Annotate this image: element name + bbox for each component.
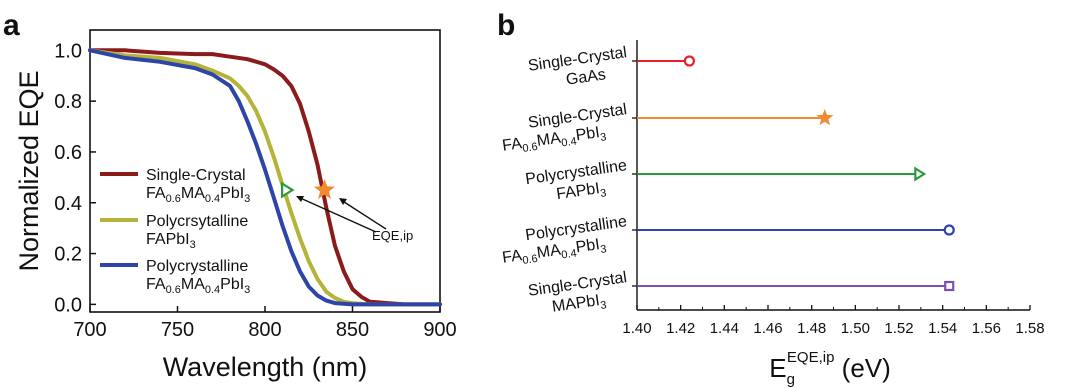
y-tick-label-a: 0.8 [54,91,82,113]
series-line-2 [88,48,442,307]
legend-label-1-line2: FA0.6MA0.4PbI3 [146,185,250,205]
panel-label-a: a [3,9,20,42]
x-tick-label-b: 1.44 [710,320,739,337]
annotation-arrow-star [340,199,387,230]
y-axis-label-a: Normalized EQE [14,70,44,271]
legend-label-2-line2: FAPbI3 [146,231,196,251]
bars-group-b [637,55,955,292]
y-tick-label-a: 0.6 [54,142,82,164]
eqe-ip-annotation: EQE,ip [296,196,413,243]
annotation-arrow-triangle [297,196,377,233]
y-tick-label-a: 0.0 [54,294,82,316]
category-label-line2: GaAs [565,66,607,88]
series-line-1 [88,48,442,307]
legend-label-3-line2: FA0.6MA0.4PbI3 [146,276,250,296]
annotation-text: EQE,ip [372,228,413,243]
marker-star-a [314,179,335,199]
x-tick-label-b: 1.52 [884,320,913,337]
bar-marker-2 [816,109,834,126]
legend-label-3-line1: Polycrystalline [146,258,248,275]
x-tick-label-b: 1.42 [666,320,695,337]
series-line-3 [88,48,442,307]
y-axis-ticks-a: 0.0 0.2 0.4 0.6 0.8 1.0 [54,40,96,316]
markers-group-a [281,179,335,199]
legend-entry-3: Polycrystalline FA0.6MA0.4PbI3 [100,258,250,296]
bar-marker-3 [914,166,927,182]
panel-a: a 700 750 800 850 900 0.0 0.2 0.4 0.6 0.8 1.0 Wav… [3,9,457,382]
x-tick-label-b: 1.54 [928,320,957,337]
x-tick-label-b: 1.40 [622,320,651,337]
x-tick-label-a: 700 [73,319,106,341]
y-tick-label-a: 0.2 [54,244,82,266]
x-tick-label-b: 1.58 [1015,320,1044,337]
legend-entry-1: Single-Crystal FA0.6MA0.4PbI3 [100,167,250,205]
x-tick-label-b: 1.50 [841,320,870,337]
legend-a: Single-Crystal FA0.6MA0.4PbI3 Polycrsyta… [100,167,250,296]
panel-b: b 1.40 1.42 1.44 1.46 1.48 1.50 1.52 1.54 1.56 1.… [497,9,1045,388]
annotation-arrowhead-triangle [296,196,304,202]
category-label-line2: FAPbI3 [555,179,607,206]
category-label-line2: MAPbI3 [551,291,607,318]
bar-marker-5 [944,280,955,292]
y-tick-label-a: 1.0 [54,40,82,62]
category-label-line2: FA0.6MA0.4PbI3 [501,123,607,157]
x-axis-label-b: EgEQE,ip (eV) [769,349,891,388]
x-tick-label-b: 1.48 [797,320,826,337]
x-axis-ticks-a: 700 750 800 850 900 [73,306,457,341]
x-axis-ticks-b: 1.40 1.42 1.44 1.46 1.48 1.50 1.52 1.54 1.56 1.58 [622,305,1045,337]
bar-marker-1 [683,55,696,67]
marker-triangle-a [281,181,295,199]
panel-label-b: b [497,9,515,42]
y-tick-label-a: 0.4 [54,193,82,215]
bar-marker-4 [943,224,955,236]
x-tick-label-a: 750 [161,319,194,341]
x-tick-label-a: 850 [336,319,369,341]
x-tick-label-b: 1.46 [753,320,782,337]
series-group-a [88,48,442,307]
x-axis-label-a: Wavelength (nm) [163,352,368,382]
category-label-line2: FA0.6MA0.4PbI3 [501,235,607,269]
x-tick-label-a: 800 [248,319,281,341]
legend-label-2-line1: Polycrsytalline [146,213,248,230]
legend-label-1-line1: Single-Crystal [146,167,246,184]
x-tick-label-b: 1.56 [972,320,1001,337]
annotation-arrowhead-star [339,198,347,205]
legend-entry-2: Polycrsytalline FAPbI3 [100,213,248,251]
x-tick-label-a: 900 [423,319,456,341]
